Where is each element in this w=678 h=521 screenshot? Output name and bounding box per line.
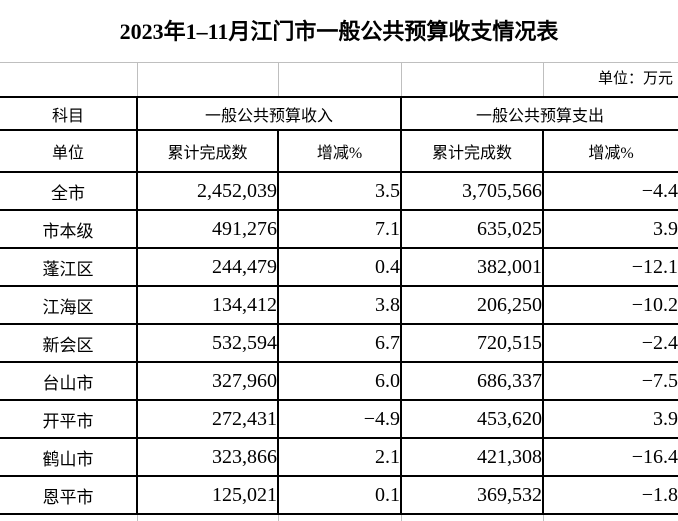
header-revenue-total: 累计完成数 [136, 129, 279, 173]
expenditure-total-cell: 686,337 [400, 361, 545, 401]
region-cell: 江海区 [0, 285, 138, 325]
expenditure-change-cell: −4.4 [542, 171, 678, 211]
header-revenue-group: 一般公共预算收入 [135, 96, 403, 131]
region-cell: 台山市 [0, 361, 138, 401]
gridline-vertical [401, 515, 402, 521]
table-row: 恩平市 125,021 0.1 369,532 −1.8 [0, 475, 678, 515]
table-row: 江海区 134,412 3.8 206,250 −10.2 [0, 285, 678, 325]
expenditure-total-cell: 421,308 [400, 437, 545, 477]
gridline-vertical [543, 62, 544, 97]
expenditure-total-cell: 206,250 [400, 285, 545, 325]
gridline-vertical [137, 62, 138, 97]
revenue-total-cell: 125,021 [136, 475, 279, 515]
page-title: 2023年1–11月江门市一般公共预算收支情况表 [119, 19, 559, 44]
revenue-total-cell: 2,452,039 [136, 171, 279, 211]
expenditure-total-cell: 453,620 [400, 399, 545, 439]
revenue-total-cell: 323,866 [136, 437, 279, 477]
gridline-vertical [543, 515, 544, 521]
gridline-vertical [137, 515, 138, 521]
budget-table: 科目 一般公共预算收入 一般公共预算支出 单位 累计完成数 增减% 累计完成数 … [0, 96, 678, 515]
region-cell: 开平市 [0, 399, 138, 439]
table-row: 鹤山市 323,866 2.1 421,308 −16.4 [0, 437, 678, 477]
region-cell: 全市 [0, 171, 138, 211]
revenue-change-cell: 7.1 [276, 209, 403, 249]
revenue-change-cell: 3.5 [276, 171, 403, 211]
table-row: 台山市 327,960 6.0 686,337 −7.5 [0, 361, 678, 401]
region-cell: 鹤山市 [0, 437, 138, 477]
revenue-total-cell: 134,412 [136, 285, 279, 325]
table-row: 开平市 272,431 −4.9 453,620 3.9 [0, 399, 678, 439]
revenue-change-cell: 2.1 [276, 437, 403, 477]
expenditure-change-cell: −7.5 [542, 361, 678, 401]
revenue-change-cell: 6.7 [276, 323, 403, 363]
header-revenue-change: 增减% [276, 129, 403, 173]
header-unit: 单位 [0, 129, 138, 173]
expenditure-change-cell: −1.8 [542, 475, 678, 515]
gridline-vertical [278, 62, 279, 97]
unit-note-row [0, 62, 678, 97]
revenue-total-cell: 491,276 [136, 209, 279, 249]
header-expenditure-total: 累计完成数 [400, 129, 545, 173]
expenditure-change-cell: 3.9 [542, 209, 678, 249]
expenditure-total-cell: 369,532 [400, 475, 545, 515]
expenditure-change-cell: −2.4 [542, 323, 678, 363]
revenue-total-cell: 272,431 [136, 399, 279, 439]
revenue-total-cell: 327,960 [136, 361, 279, 401]
table-row: 市本级 491,276 7.1 635,025 3.9 [0, 209, 678, 249]
revenue-change-cell: 6.0 [276, 361, 403, 401]
region-cell: 蓬江区 [0, 247, 138, 287]
region-cell: 市本级 [0, 209, 138, 249]
table-row: 新会区 532,594 6.7 720,515 −2.4 [0, 323, 678, 363]
revenue-change-cell: −4.9 [276, 399, 403, 439]
expenditure-change-cell: 3.9 [542, 399, 678, 439]
expenditure-change-cell: −16.4 [542, 437, 678, 477]
revenue-total-cell: 532,594 [136, 323, 279, 363]
expenditure-total-cell: 635,025 [400, 209, 545, 249]
revenue-total-cell: 244,479 [136, 247, 279, 287]
region-cell: 新会区 [0, 323, 138, 363]
expenditure-change-cell: −12.1 [542, 247, 678, 287]
header-subject: 科目 [0, 96, 138, 131]
expenditure-change-cell: −10.2 [542, 285, 678, 325]
gridline-vertical [278, 515, 279, 521]
sub-header-row: 单位 累计完成数 增减% 累计完成数 增减% [0, 129, 678, 173]
revenue-change-cell: 0.4 [276, 247, 403, 287]
expenditure-total-cell: 720,515 [400, 323, 545, 363]
group-header-row: 科目 一般公共预算收入 一般公共预算支出 [0, 96, 678, 131]
revenue-change-cell: 3.8 [276, 285, 403, 325]
table-row: 蓬江区 244,479 0.4 382,001 −12.1 [0, 247, 678, 287]
expenditure-total-cell: 3,705,566 [400, 171, 545, 211]
header-expenditure-group: 一般公共预算支出 [400, 96, 678, 131]
header-expenditure-change: 增减% [542, 129, 678, 173]
expenditure-total-cell: 382,001 [400, 247, 545, 287]
revenue-change-cell: 0.1 [276, 475, 403, 515]
table-row: 全市 2,452,039 3.5 3,705,566 −4.4 [0, 171, 678, 211]
gridline-vertical [401, 62, 402, 97]
region-cell: 恩平市 [0, 475, 138, 515]
unit-label: 单位：万元 [597, 71, 673, 87]
